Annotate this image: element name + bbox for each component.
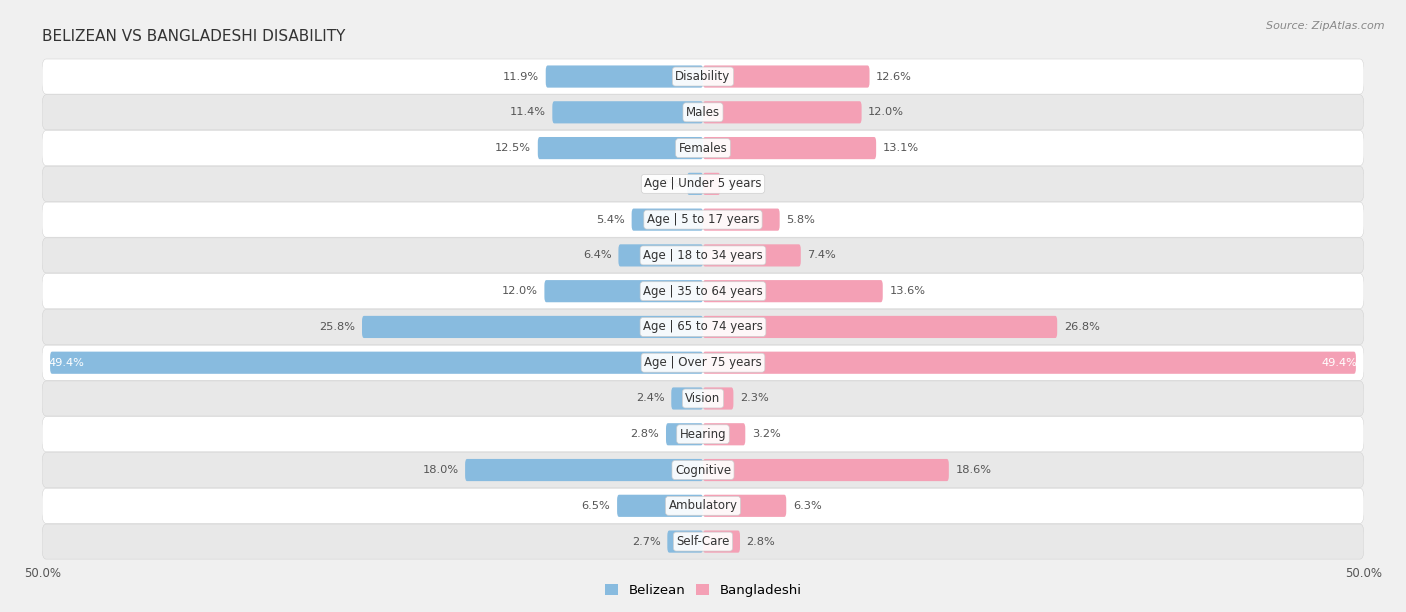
FancyBboxPatch shape	[42, 452, 1364, 488]
FancyBboxPatch shape	[42, 59, 1364, 94]
Text: 6.3%: 6.3%	[793, 501, 821, 511]
Text: 49.4%: 49.4%	[49, 358, 84, 368]
FancyBboxPatch shape	[42, 345, 1364, 380]
Text: Vision: Vision	[685, 392, 721, 405]
FancyBboxPatch shape	[671, 387, 703, 409]
Text: Males: Males	[686, 106, 720, 119]
FancyBboxPatch shape	[361, 316, 703, 338]
Text: 11.4%: 11.4%	[510, 107, 546, 118]
Text: Age | Over 75 years: Age | Over 75 years	[644, 356, 762, 369]
Text: Age | 65 to 74 years: Age | 65 to 74 years	[643, 321, 763, 334]
Text: Disability: Disability	[675, 70, 731, 83]
FancyBboxPatch shape	[703, 494, 786, 517]
Text: 2.8%: 2.8%	[747, 537, 775, 547]
FancyBboxPatch shape	[703, 137, 876, 159]
Text: 12.0%: 12.0%	[502, 286, 537, 296]
Text: 6.5%: 6.5%	[582, 501, 610, 511]
Text: 49.4%: 49.4%	[1322, 358, 1357, 368]
Text: 7.4%: 7.4%	[807, 250, 837, 260]
Text: Age | Under 5 years: Age | Under 5 years	[644, 177, 762, 190]
Text: Cognitive: Cognitive	[675, 463, 731, 477]
Text: 11.9%: 11.9%	[503, 72, 538, 81]
Text: 2.4%: 2.4%	[636, 394, 665, 403]
Text: Source: ZipAtlas.com: Source: ZipAtlas.com	[1267, 21, 1385, 31]
Text: 13.6%: 13.6%	[890, 286, 925, 296]
FancyBboxPatch shape	[42, 310, 1364, 345]
FancyBboxPatch shape	[546, 65, 703, 88]
Text: 25.8%: 25.8%	[319, 322, 356, 332]
Text: Ambulatory: Ambulatory	[668, 499, 738, 512]
Text: 12.5%: 12.5%	[495, 143, 531, 153]
FancyBboxPatch shape	[703, 459, 949, 481]
Text: 2.3%: 2.3%	[740, 394, 769, 403]
Text: 5.4%: 5.4%	[596, 215, 626, 225]
FancyBboxPatch shape	[465, 459, 703, 481]
Text: 5.8%: 5.8%	[786, 215, 815, 225]
FancyBboxPatch shape	[51, 352, 703, 374]
FancyBboxPatch shape	[42, 166, 1364, 201]
FancyBboxPatch shape	[42, 238, 1364, 273]
Text: Age | 18 to 34 years: Age | 18 to 34 years	[643, 249, 763, 262]
FancyBboxPatch shape	[553, 101, 703, 124]
FancyBboxPatch shape	[703, 209, 780, 231]
Text: Females: Females	[679, 141, 727, 155]
Text: Hearing: Hearing	[679, 428, 727, 441]
Text: BELIZEAN VS BANGLADESHI DISABILITY: BELIZEAN VS BANGLADESHI DISABILITY	[42, 29, 346, 44]
Legend: Belizean, Bangladeshi: Belizean, Bangladeshi	[599, 578, 807, 602]
FancyBboxPatch shape	[42, 524, 1364, 559]
Text: Age | 35 to 64 years: Age | 35 to 64 years	[643, 285, 763, 297]
FancyBboxPatch shape	[42, 202, 1364, 237]
Text: 3.2%: 3.2%	[752, 429, 780, 439]
FancyBboxPatch shape	[617, 494, 703, 517]
FancyBboxPatch shape	[42, 130, 1364, 166]
FancyBboxPatch shape	[688, 173, 703, 195]
FancyBboxPatch shape	[703, 244, 801, 266]
Text: 1.2%: 1.2%	[652, 179, 681, 189]
FancyBboxPatch shape	[703, 173, 720, 195]
Text: 2.8%: 2.8%	[631, 429, 659, 439]
Text: 12.6%: 12.6%	[876, 72, 912, 81]
FancyBboxPatch shape	[42, 417, 1364, 452]
FancyBboxPatch shape	[42, 488, 1364, 523]
Text: 2.7%: 2.7%	[631, 537, 661, 547]
FancyBboxPatch shape	[703, 531, 740, 553]
FancyBboxPatch shape	[703, 387, 734, 409]
FancyBboxPatch shape	[42, 274, 1364, 308]
FancyBboxPatch shape	[703, 316, 1057, 338]
FancyBboxPatch shape	[703, 352, 1355, 374]
FancyBboxPatch shape	[703, 101, 862, 124]
Text: 13.1%: 13.1%	[883, 143, 920, 153]
Text: 18.0%: 18.0%	[422, 465, 458, 475]
FancyBboxPatch shape	[619, 244, 703, 266]
Text: 26.8%: 26.8%	[1064, 322, 1099, 332]
FancyBboxPatch shape	[631, 209, 703, 231]
FancyBboxPatch shape	[703, 280, 883, 302]
FancyBboxPatch shape	[703, 65, 869, 88]
FancyBboxPatch shape	[42, 381, 1364, 416]
FancyBboxPatch shape	[42, 95, 1364, 130]
Text: Age | 5 to 17 years: Age | 5 to 17 years	[647, 213, 759, 226]
Text: 12.0%: 12.0%	[868, 107, 904, 118]
FancyBboxPatch shape	[666, 423, 703, 446]
Text: 1.3%: 1.3%	[727, 179, 755, 189]
Text: 6.4%: 6.4%	[583, 250, 612, 260]
Text: Self-Care: Self-Care	[676, 535, 730, 548]
Text: 18.6%: 18.6%	[956, 465, 991, 475]
FancyBboxPatch shape	[537, 137, 703, 159]
FancyBboxPatch shape	[544, 280, 703, 302]
FancyBboxPatch shape	[668, 531, 703, 553]
FancyBboxPatch shape	[703, 423, 745, 446]
